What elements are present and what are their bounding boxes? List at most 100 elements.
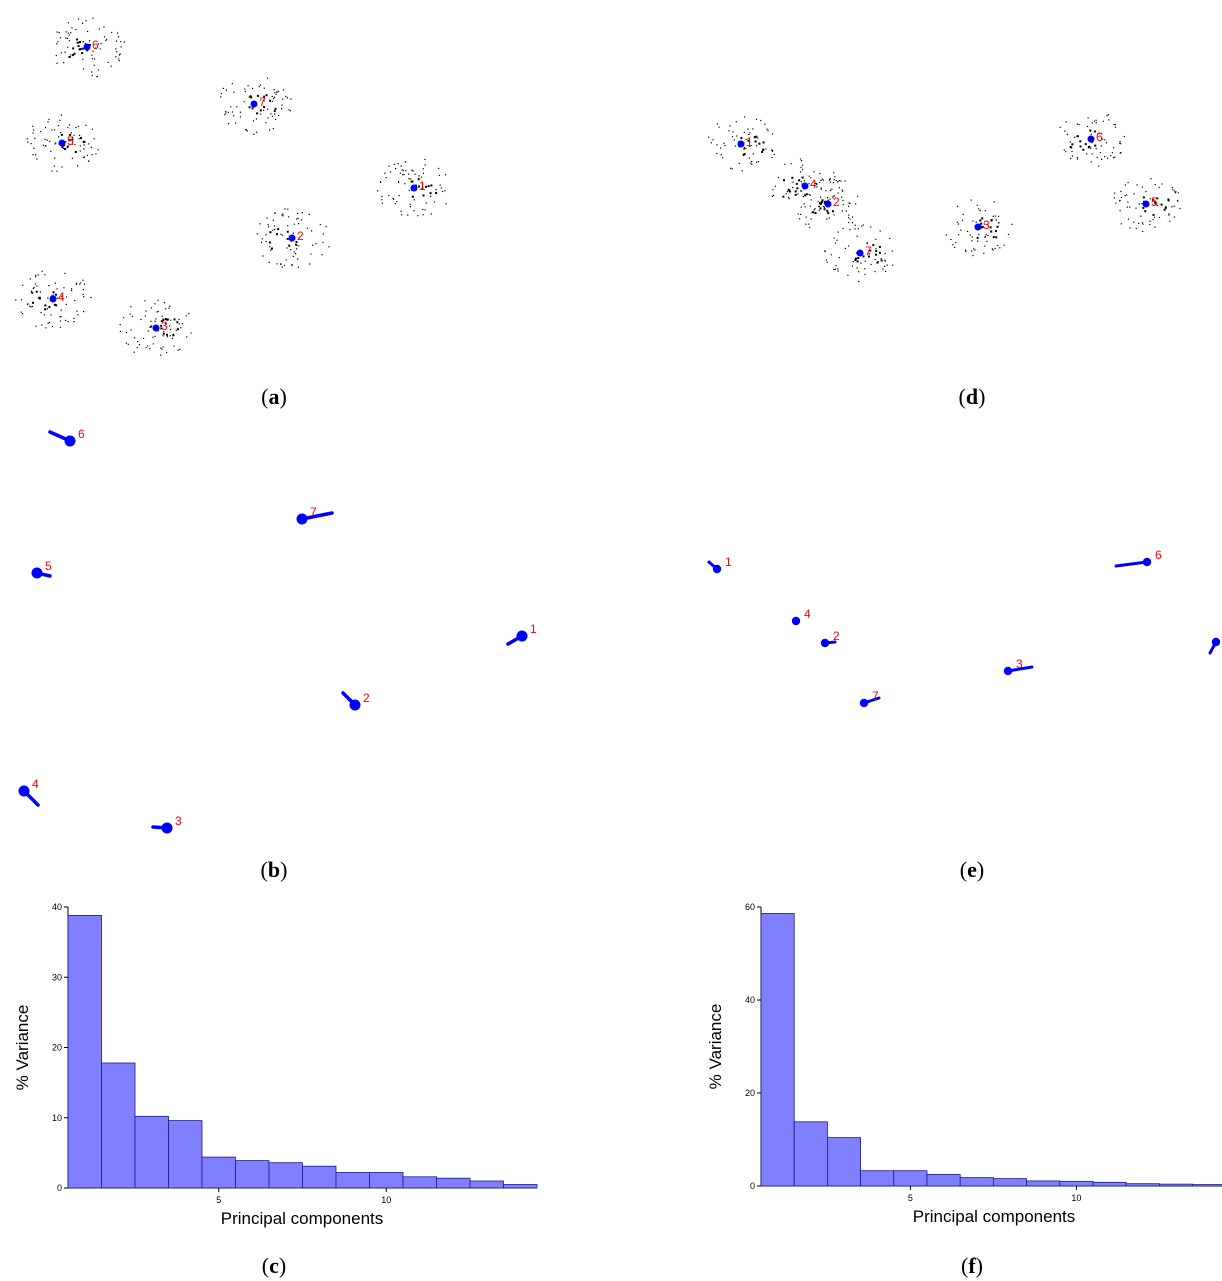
scatter-dot — [1142, 223, 1144, 225]
scatter-dot — [1076, 135, 1079, 138]
scatter-dot — [154, 335, 156, 337]
scatter-dot — [418, 185, 420, 188]
scatter-dot — [849, 202, 851, 204]
scatter-dot — [79, 145, 81, 147]
panel-b: 1 2 3 4 5 6 7 — [18, 427, 537, 834]
scatter-dot — [118, 58, 120, 60]
scatter-dot — [34, 137, 36, 139]
scatter-dot — [444, 190, 446, 192]
landmark-label-a-6: 6 — [92, 38, 99, 52]
scatter-dot — [56, 43, 58, 45]
scatter-dot — [805, 223, 807, 225]
scatter-dot — [399, 172, 401, 174]
scatter-dot — [293, 223, 295, 225]
scatter-dot — [266, 217, 268, 219]
scatter-dot — [274, 107, 277, 110]
scatter-dot — [993, 201, 995, 203]
scatter-dot — [1113, 197, 1115, 199]
scatter-dot — [296, 218, 298, 220]
scatter-dot — [119, 324, 121, 326]
scatter-dot — [270, 247, 273, 250]
scatter-dot — [78, 48, 81, 51]
scatter-dot — [805, 193, 808, 196]
scatter-dot — [766, 128, 768, 130]
landmark-label-a-5: 5 — [67, 134, 74, 148]
scatter-dot — [118, 54, 120, 56]
scatter-dot — [834, 176, 836, 178]
scatter-dot — [281, 104, 283, 106]
panel-d: 1 2 3 4 5 6 7 — [737, 130, 1158, 258]
scatter-dot — [181, 323, 183, 325]
vector-label-e-2: 2 — [833, 629, 840, 643]
scatter-dot — [440, 187, 442, 189]
scatter-dot — [1152, 218, 1154, 221]
scatter-dot — [1142, 230, 1144, 232]
scatter-dot — [1088, 146, 1090, 149]
scatter-dot — [315, 243, 317, 245]
scatter-dot — [188, 313, 190, 315]
scatter-dot — [870, 263, 872, 265]
scatter-dot — [280, 263, 282, 266]
scatter-dot — [852, 261, 854, 263]
scatter-dot — [288, 109, 290, 111]
scatter-dot — [46, 308, 48, 310]
scatter-dot — [1090, 147, 1092, 149]
scatter-dot — [58, 136, 60, 138]
scatter-dot — [718, 126, 720, 128]
scatter-dot — [1177, 200, 1179, 202]
scatter-dot — [856, 260, 859, 263]
scatter-dot — [392, 197, 394, 199]
scatter-dot — [41, 324, 43, 326]
scatter-dot — [82, 288, 84, 291]
scatter-dot — [786, 190, 789, 193]
scatter-dot — [1090, 161, 1092, 163]
scatter-dot — [119, 53, 121, 55]
scatter-dot — [874, 271, 876, 273]
caption-c: (c) — [262, 1253, 286, 1278]
bar-f-2 — [793, 1121, 828, 1187]
scatter-dot — [258, 86, 260, 88]
scatter-dot — [263, 95, 266, 98]
scatter-dot — [297, 258, 299, 260]
scatter-dot — [1104, 139, 1106, 141]
scatter-dot — [1098, 132, 1100, 135]
scatter-dot — [862, 224, 864, 226]
scatter-dot — [65, 303, 67, 305]
scatter-dot — [160, 320, 163, 323]
bar-f-11 — [1092, 1181, 1127, 1187]
scatter-dot — [413, 199, 415, 201]
scatter-dot — [1171, 206, 1173, 208]
scatter-dot — [94, 58, 96, 60]
scatter-dot — [884, 253, 886, 255]
scatter-dot — [116, 51, 118, 53]
scatter-dot — [271, 115, 273, 117]
bar-f-1 — [760, 913, 795, 1187]
scatter-dot — [389, 171, 392, 173]
scatter-dot — [268, 261, 270, 263]
scatter-dot — [745, 138, 747, 141]
scatter-dot — [429, 192, 432, 195]
scatter-dot — [83, 156, 86, 158]
scatter-dot — [78, 18, 80, 20]
bar-c-6 — [235, 1160, 270, 1189]
scatter-dot — [251, 107, 254, 110]
vector-point-b-4 — [18, 785, 30, 797]
scatter-dot — [398, 195, 400, 197]
bar-c-8 — [302, 1165, 337, 1189]
scatter-dot — [856, 267, 858, 269]
scatter-dot — [20, 311, 22, 313]
vector-point-b-1 — [516, 630, 528, 642]
scatter-dot — [245, 129, 248, 131]
scatter-dot — [748, 133, 750, 136]
scatter-dot — [54, 143, 56, 145]
scatter-dot — [1141, 203, 1143, 205]
scatter-dot — [73, 52, 76, 55]
scatter-dot — [401, 169, 403, 171]
scatter-dot — [800, 166, 802, 168]
scatter-dot — [875, 253, 878, 256]
bar-f-10 — [1059, 1180, 1094, 1187]
scatter-dot — [288, 216, 290, 218]
caption-f-letter: f — [968, 1253, 976, 1278]
scatter-dot — [72, 47, 75, 50]
scatter-dot — [1160, 203, 1163, 206]
